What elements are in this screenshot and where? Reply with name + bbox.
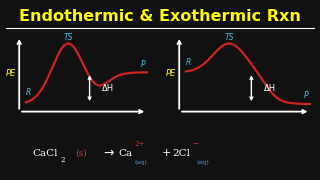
Text: 2+: 2+ [134,140,145,148]
Text: PE: PE [6,69,16,78]
Text: (aq): (aq) [197,159,210,165]
Text: Ca: Ca [119,148,133,158]
Text: TS: TS [63,33,73,42]
Text: P: P [304,91,308,100]
Text: R: R [186,58,191,67]
Text: (s): (s) [76,148,87,158]
Text: −: − [192,140,198,148]
Text: +: + [162,148,171,158]
Text: P: P [140,60,145,69]
Text: R: R [26,88,31,97]
Text: 2: 2 [61,156,65,164]
Text: TS: TS [224,33,234,42]
Text: →: → [104,147,114,159]
Text: ΔH: ΔH [264,84,276,93]
Text: 2Cl: 2Cl [172,148,190,158]
Text: PE: PE [166,69,176,78]
Text: ΔH: ΔH [102,84,115,93]
Text: CaCl: CaCl [32,148,58,158]
Text: Endothermic & Exothermic Rxn: Endothermic & Exothermic Rxn [19,9,301,24]
Text: (aq): (aq) [134,159,147,165]
